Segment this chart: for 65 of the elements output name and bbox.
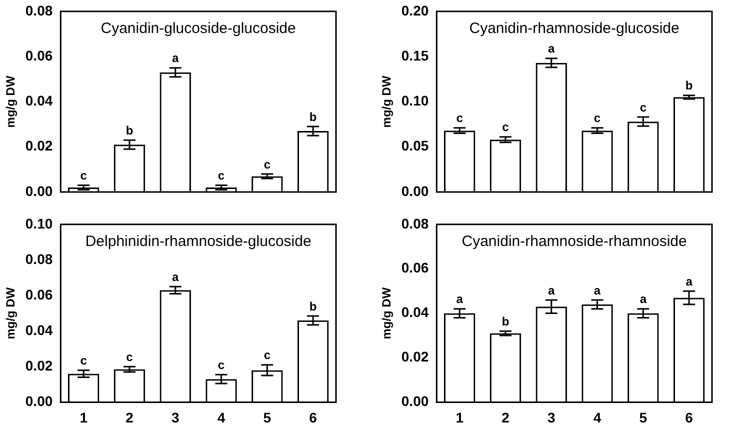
annotation: c	[218, 168, 225, 183]
annotation: c	[218, 358, 225, 372]
y-tick-label: 0.08	[25, 250, 53, 267]
x-tick-label: 1	[456, 409, 464, 426]
annotation: c	[80, 168, 88, 183]
x-tick-label: 6	[309, 409, 318, 426]
x-tick-label: 4	[217, 409, 226, 426]
annotation: c	[264, 348, 271, 362]
x-tick-label: 3	[171, 409, 180, 426]
annotation: a	[456, 292, 464, 306]
x-tick-label: 4	[593, 409, 602, 426]
text: Cyanidin-rhamnoside-rhamnoside	[462, 233, 687, 250]
y-tick-label: 0.06	[25, 47, 53, 64]
y-tick-label: 0.02	[25, 358, 53, 374]
annotation: b	[685, 78, 693, 93]
annotation: a	[594, 283, 601, 298]
y-tick-label: 0.05	[401, 138, 429, 154]
y-tick-label: 0.08	[401, 215, 429, 232]
text: Cyanidin-rhamnoside-glucoside	[469, 20, 680, 38]
annotation: b	[502, 314, 510, 328]
annotation: a	[548, 42, 556, 56]
annotation: b	[309, 110, 317, 124]
y-tick-label: 0.02	[25, 138, 53, 154]
annotation: c	[80, 354, 88, 368]
y-axis-title: mg/g DW	[4, 286, 18, 340]
y-tick-label: 0.04	[25, 322, 53, 338]
annotation: a	[686, 274, 693, 288]
y-tick-label: 0.20	[401, 2, 429, 18]
text: Cyanidin-glucoside-glucoside	[100, 20, 296, 38]
y-tick-label: 0.00	[401, 182, 429, 199]
x-tick-label: 3	[547, 409, 556, 426]
annotation: a	[172, 270, 180, 284]
annotation: c	[640, 100, 647, 114]
x-tick-label: 2	[126, 409, 134, 426]
y-tick-label: 0.02	[401, 348, 429, 365]
y-axis-title: mg/g DW	[380, 75, 394, 128]
annotation: c	[456, 111, 464, 126]
y-tick-label: 0.04	[401, 304, 429, 320]
annotation: c	[502, 120, 510, 134]
annotation: b	[126, 123, 134, 138]
x-tick-label: 1	[80, 409, 88, 426]
y-axis-title: mg/g DW	[4, 75, 18, 128]
annotation: c	[594, 111, 601, 126]
y-tick-label: 0.00	[401, 393, 429, 410]
x-tick-label: 6	[685, 409, 694, 426]
y-axis-title: mg/g DW	[380, 286, 394, 340]
x-tick-label: 5	[263, 409, 272, 426]
y-tick-label: 0.06	[401, 260, 429, 276]
annotation: b	[309, 299, 317, 314]
annotation: a	[548, 283, 556, 298]
y-tick-label: 0.00	[25, 393, 53, 410]
annotation: c	[126, 350, 134, 364]
annotation: a	[172, 51, 180, 66]
y-tick-label: 0.00	[25, 182, 53, 199]
text: Delphinidin-rhamnoside-glucoside	[85, 233, 312, 250]
y-tick-label: 0.04	[25, 92, 53, 109]
y-tick-label: 0.06	[25, 286, 53, 302]
y-tick-label: 0.10	[401, 92, 429, 109]
y-tick-label: 0.10	[25, 215, 53, 232]
x-tick-label: 2	[502, 409, 510, 426]
y-tick-label: 0.15	[401, 47, 429, 64]
annotation: c	[264, 157, 271, 172]
x-tick-label: 5	[639, 409, 648, 426]
y-tick-label: 0.08	[25, 2, 53, 18]
annotation: a	[640, 292, 647, 306]
